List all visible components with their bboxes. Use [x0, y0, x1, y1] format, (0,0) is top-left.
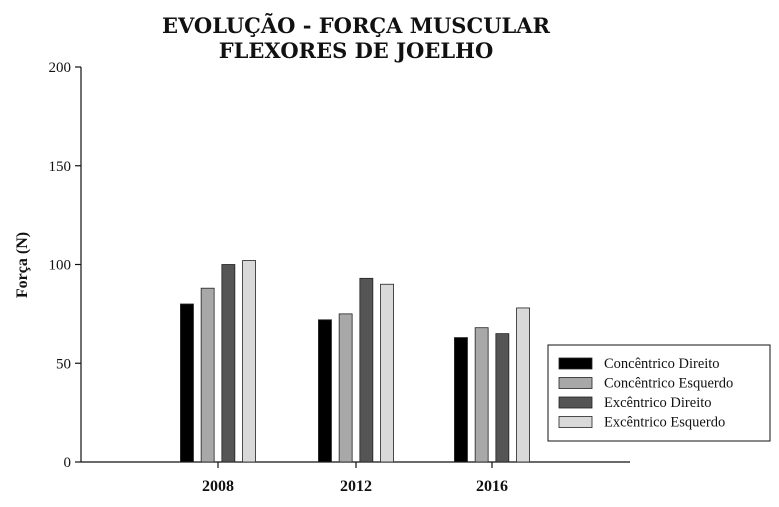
legend-label: Excêntrico Esquerdo — [604, 415, 725, 431]
chart-title-line-2: FLEXORES DE JOELHO — [219, 38, 494, 63]
chart-title-line-1: EVOLUÇÃO - FORÇA MUSCULAR — [162, 13, 551, 38]
bar — [180, 303, 194, 463]
x-tick-label: 2012 — [340, 478, 372, 495]
legend: Concêntrico Direito Concêntrico Esquerdo E… — [547, 344, 771, 442]
legend-swatch — [558, 416, 593, 428]
y-tick-label: 100 — [49, 258, 72, 274]
x-axis-ticks: 2008 2012 2016 — [202, 462, 508, 495]
bar — [221, 264, 236, 463]
bar — [242, 260, 256, 463]
x-tick-label: 2008 — [202, 478, 234, 495]
bar — [338, 313, 353, 463]
bar — [516, 307, 530, 463]
bar-group — [180, 260, 530, 463]
bar — [454, 337, 468, 463]
bar — [200, 287, 215, 463]
x-tick-label: 2016 — [476, 478, 508, 495]
y-axis-label: Força (N) — [14, 232, 31, 298]
legend-swatch — [558, 357, 593, 370]
bar — [318, 319, 332, 463]
y-axis-ticks: 0 50 100 150 200 — [49, 60, 81, 471]
bar — [380, 283, 394, 463]
bar — [474, 327, 489, 463]
legend-label: Concêntrico Direito — [604, 356, 720, 372]
y-tick-label: 150 — [49, 159, 72, 175]
bar — [495, 333, 510, 463]
y-tick-label: 200 — [49, 60, 72, 76]
legend-swatch — [558, 377, 593, 389]
legend-swatch — [558, 396, 593, 409]
legend-label: Concêntrico Esquerdo — [604, 376, 733, 392]
bar — [359, 277, 374, 463]
legend-label: Excêntrico Direito — [604, 395, 712, 411]
y-tick-label: 0 — [64, 455, 72, 471]
y-tick-label: 50 — [56, 356, 71, 372]
